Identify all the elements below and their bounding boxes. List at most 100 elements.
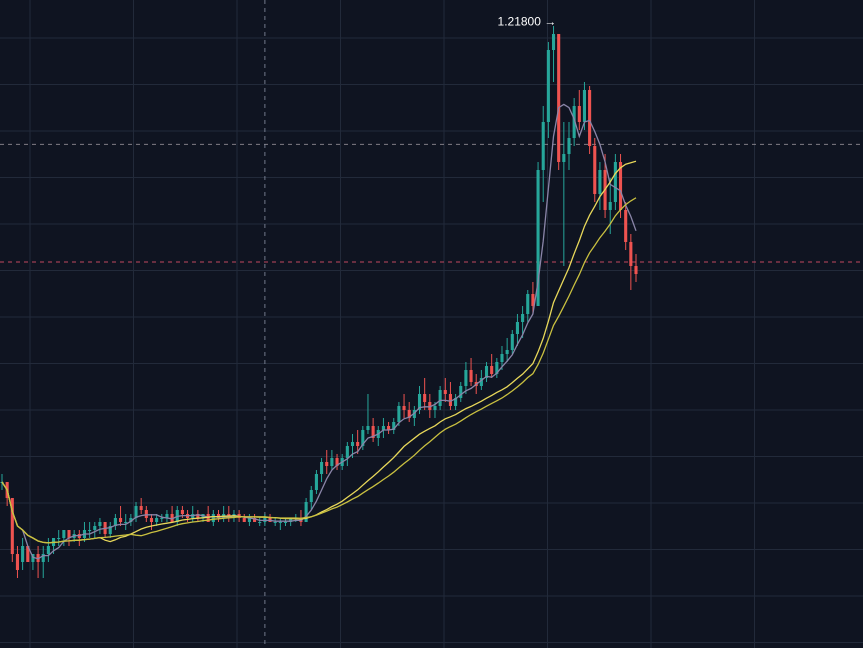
candle — [41, 546, 45, 578]
candle — [103, 522, 107, 538]
chart-annotations: 1.21800 → — [498, 15, 557, 29]
candle-body — [510, 334, 514, 350]
candle-body — [93, 526, 97, 530]
candle-body — [258, 522, 262, 523]
candle-body — [515, 322, 519, 334]
moving-average-line — [1, 197, 637, 544]
candle-body — [304, 502, 308, 522]
moving-average-line — [1, 103, 637, 560]
candle-body — [242, 518, 246, 522]
candle — [289, 518, 293, 526]
candle-body — [345, 446, 349, 458]
candle — [505, 338, 509, 362]
candle — [335, 454, 339, 470]
candle — [21, 538, 25, 570]
candle-body — [531, 294, 535, 306]
candle-body — [629, 242, 633, 266]
candle-body — [57, 538, 61, 539]
candle-body — [165, 514, 169, 518]
candle — [598, 162, 602, 210]
candle-body — [211, 514, 215, 522]
candle-body — [381, 426, 385, 430]
candle — [160, 514, 164, 522]
candle — [376, 426, 380, 446]
candle — [541, 106, 545, 202]
candle-body — [330, 458, 334, 466]
candle-body — [124, 522, 128, 523]
moving-average-lines — [1, 103, 637, 560]
moving-average-line — [1, 160, 637, 544]
candle-body — [387, 426, 391, 430]
candle — [77, 530, 81, 546]
candle-body — [134, 506, 138, 518]
candle — [26, 546, 30, 562]
candle-body — [160, 518, 164, 519]
candle-body — [618, 162, 623, 210]
candle — [134, 502, 138, 522]
candle — [345, 442, 349, 466]
candle — [387, 422, 391, 434]
candle — [557, 34, 561, 170]
candle — [484, 362, 489, 382]
candle — [562, 122, 566, 266]
candle-body — [521, 314, 525, 322]
candle-body — [206, 514, 210, 522]
candle — [242, 514, 246, 522]
candle — [407, 402, 411, 422]
candle-body — [541, 122, 545, 170]
candle-body — [572, 106, 576, 138]
candle-body — [170, 514, 174, 522]
candle — [577, 90, 581, 130]
candle-body — [314, 474, 318, 490]
candle — [196, 510, 200, 522]
candle-body — [155, 518, 159, 522]
candle — [46, 538, 50, 562]
candle — [366, 394, 370, 434]
candle — [613, 154, 617, 210]
candle — [314, 470, 318, 494]
candle-body — [608, 202, 612, 210]
candle-body — [433, 406, 437, 410]
candle — [325, 450, 329, 474]
candle-body — [10, 498, 14, 554]
candle — [165, 510, 169, 522]
candle-body — [448, 394, 452, 406]
candle — [381, 418, 385, 438]
candle-body — [108, 526, 112, 534]
candle — [108, 522, 112, 538]
candle — [443, 378, 447, 402]
candle-body — [407, 410, 411, 418]
candle-body — [119, 518, 123, 522]
candle-body — [402, 406, 406, 410]
candle-body — [41, 554, 45, 562]
candle-body — [397, 406, 401, 422]
candlestick-series — [0, 26, 638, 578]
candle — [515, 314, 519, 346]
candle-body — [567, 138, 571, 154]
candle — [15, 546, 20, 578]
candle — [320, 458, 324, 482]
candle — [629, 234, 633, 290]
candle-body — [180, 510, 184, 514]
candle-body — [278, 522, 282, 523]
candle-body — [371, 426, 375, 438]
candle-body — [325, 462, 329, 466]
candle-body — [588, 90, 592, 146]
candle — [273, 518, 277, 526]
candle — [546, 42, 550, 138]
candle — [119, 506, 123, 526]
candle-body — [562, 154, 566, 162]
candle — [155, 514, 159, 526]
candle — [191, 506, 195, 522]
candle — [438, 386, 442, 410]
candle — [170, 506, 174, 522]
candle — [510, 330, 514, 354]
candle — [469, 358, 473, 386]
candle — [330, 450, 334, 470]
candle — [417, 386, 422, 414]
candle-body — [546, 50, 550, 122]
candle — [149, 514, 154, 530]
candle-body — [366, 426, 370, 430]
